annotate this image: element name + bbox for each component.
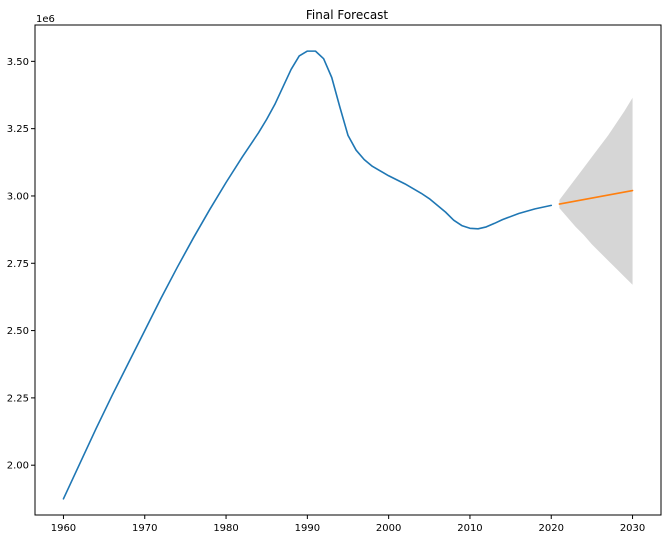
x-axis-ticks: 1960 1970 1980 1990 2000 2010 2020 2030	[51, 515, 645, 534]
plot-frame	[34, 24, 662, 516]
y-tick-label: 3.50	[7, 57, 29, 68]
series-layer	[62, 50, 634, 500]
x-tick-label: 1980	[213, 523, 238, 534]
x-tick-label: 2030	[620, 523, 645, 534]
y-axis-offset-label: 1e6	[36, 14, 55, 25]
x-tick-label: 1970	[132, 523, 157, 534]
confidence-band	[559, 97, 633, 285]
x-tick-label: 2020	[539, 523, 564, 534]
y-tick-label: 2.25	[7, 393, 29, 404]
y-axis-ticks: 2.00 2.25 2.50 2.75 3.00 3.25 3.50	[7, 57, 35, 472]
x-tick-label: 1960	[51, 523, 76, 534]
y-tick-label: 2.75	[7, 259, 29, 270]
y-tick-label: 3.25	[7, 124, 29, 135]
chart-title: Final Forecast	[306, 8, 389, 22]
y-tick-label: 3.00	[7, 191, 29, 202]
confidence-band-layer	[559, 97, 633, 285]
series-line-historical	[62, 50, 553, 500]
x-tick-label: 1990	[295, 523, 320, 534]
series-line-forecast	[558, 189, 634, 205]
y-tick-label: 2.50	[7, 326, 29, 337]
x-tick-label: 2010	[457, 523, 482, 534]
y-tick-label: 2.00	[7, 461, 29, 472]
x-tick-label: 2000	[376, 523, 401, 534]
